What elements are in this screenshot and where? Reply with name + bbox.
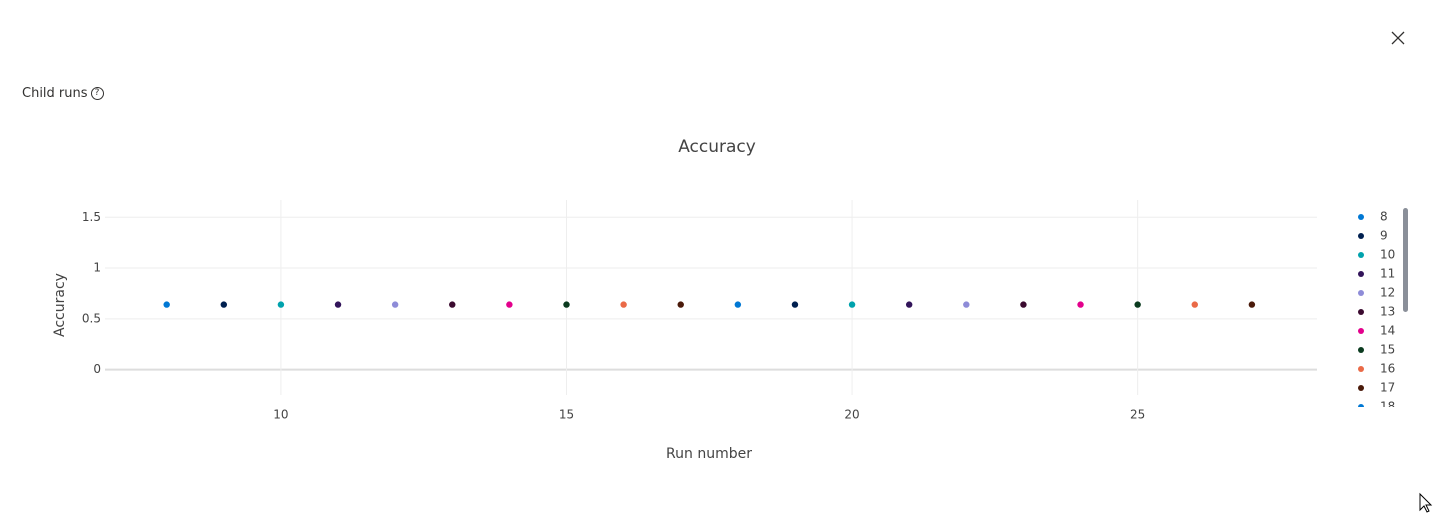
data-point	[277, 301, 285, 308]
panel-title: Child runs	[22, 86, 88, 101]
legend-label: 24	[1380, 514, 1395, 528]
legend-marker	[1358, 518, 1364, 524]
legend-label: 18	[1380, 400, 1395, 414]
legend-label: 13	[1380, 305, 1395, 319]
legend-marker	[1358, 461, 1364, 467]
data-point	[1191, 301, 1198, 308]
legend-label: 21	[1380, 457, 1395, 471]
legend-label: 10	[1380, 248, 1395, 262]
data-point	[1134, 301, 1141, 308]
data-point	[734, 301, 742, 308]
legend-label: 20	[1380, 438, 1395, 452]
legend-label: 17	[1380, 381, 1395, 395]
legend-label: 11	[1380, 267, 1395, 281]
cursor	[1419, 492, 1433, 513]
legend-marker	[1358, 214, 1364, 220]
legend-scrollbar[interactable]	[1403, 208, 1408, 312]
y-axis-label: Accuracy	[52, 273, 68, 337]
legend-marker	[1358, 309, 1364, 315]
legend-label: 14	[1380, 324, 1395, 338]
y-tick-label: 0	[93, 362, 101, 376]
data-point	[334, 301, 342, 308]
legend-marker	[1358, 480, 1364, 486]
legend-marker	[1358, 404, 1364, 407]
legend-marker	[1358, 442, 1364, 448]
y-tick-label: 1	[93, 261, 101, 275]
data-point	[1248, 301, 1256, 308]
help-icon[interactable]: ?	[90, 87, 104, 100]
y-tick-label: 0.5	[82, 311, 101, 325]
data-point	[963, 301, 970, 308]
legend-label: 22	[1380, 476, 1395, 490]
legend-marker	[1358, 385, 1364, 391]
data-point	[220, 301, 228, 308]
legend-label: 23	[1380, 495, 1395, 509]
x-tick-label: 25	[1130, 408, 1145, 422]
x-tick-label: 15	[559, 408, 574, 422]
data-point	[506, 301, 513, 308]
legend-label: 12	[1380, 286, 1395, 300]
close-button[interactable]	[1391, 31, 1405, 45]
data-point	[1020, 301, 1027, 308]
chart-title: Accuracy	[678, 137, 756, 157]
y-tick-label: 1.5	[82, 210, 101, 224]
data-point	[620, 301, 627, 308]
legend-marker	[1358, 499, 1364, 505]
data-point	[1077, 301, 1084, 308]
x-axis-label: Run number	[666, 446, 752, 462]
data-point	[163, 301, 170, 308]
data-point	[391, 301, 399, 308]
legend-label: 19	[1380, 419, 1395, 433]
data-point	[791, 301, 799, 308]
legend-marker	[1358, 328, 1364, 334]
legend-label: 9	[1380, 229, 1388, 243]
legend-label: 15	[1380, 343, 1395, 357]
legend-marker	[1358, 233, 1364, 239]
data-point	[905, 301, 913, 308]
legend-marker	[1358, 290, 1364, 296]
x-tick-label: 10	[273, 408, 288, 422]
data-point	[449, 301, 456, 308]
legend-marker	[1358, 252, 1364, 258]
data-point	[848, 301, 856, 308]
data-point	[677, 301, 684, 308]
legend-marker	[1358, 271, 1364, 277]
legend-marker	[1358, 366, 1364, 372]
x-tick-label: 20	[844, 408, 859, 422]
legend: 89101112131415161718192021222324252627	[1358, 210, 1395, 528]
data-point	[563, 301, 570, 308]
legend-label: 16	[1380, 362, 1395, 376]
panel-title-row: Child runs?	[22, 86, 104, 101]
legend-marker	[1358, 423, 1364, 429]
legend-label: 8	[1380, 210, 1388, 224]
legend-marker	[1358, 347, 1364, 353]
